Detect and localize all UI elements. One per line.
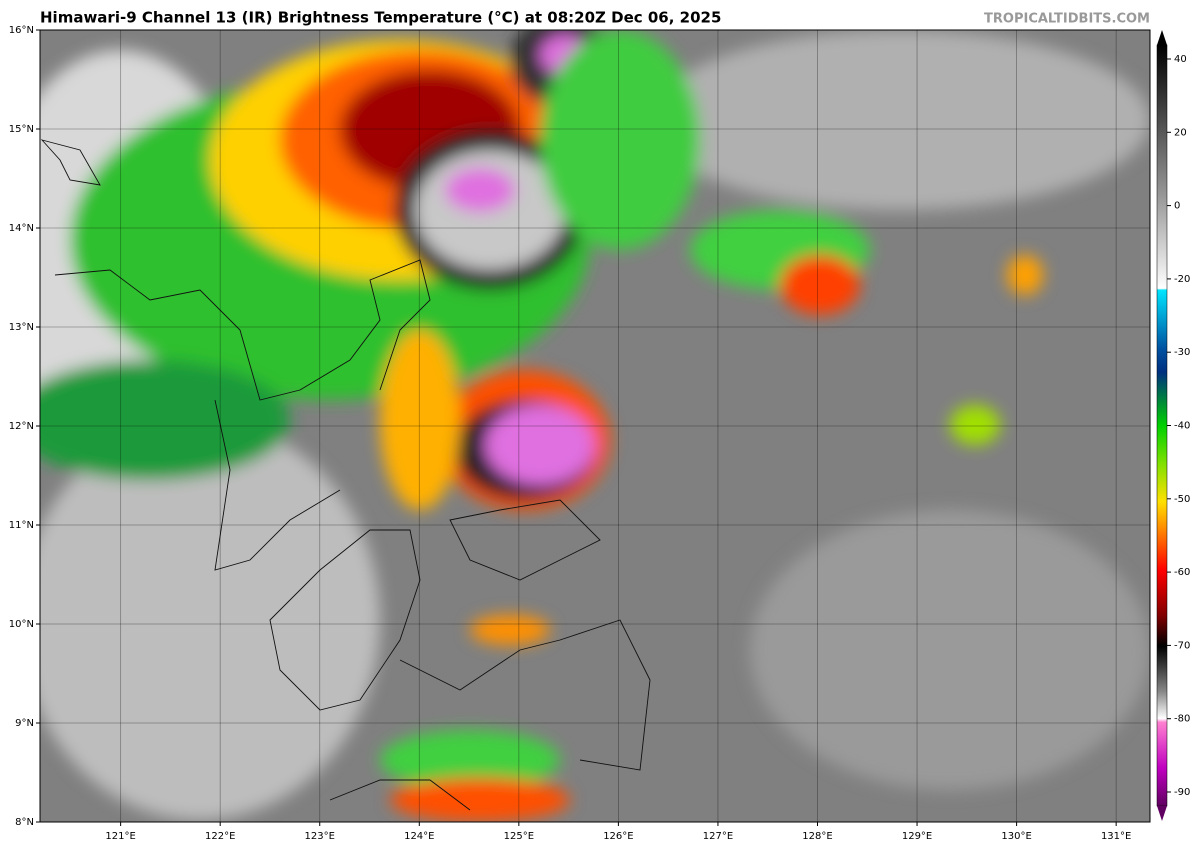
colorbar-label: 40 (1174, 54, 1187, 65)
lon-label: 123°E (305, 831, 335, 842)
colorbar (1156, 44, 1168, 807)
lon-label: 121°E (105, 831, 135, 842)
title: Himawari-9 Channel 13 (IR) Brightness Te… (40, 9, 721, 27)
lon-label: 131°E (1101, 831, 1131, 842)
colorbar-arrow-top (1157, 30, 1167, 45)
credit: TROPICALTIDBITS.COM (984, 12, 1150, 27)
lat-label: 11°N (9, 520, 34, 531)
colorbar-label: -50 (1174, 494, 1190, 505)
colorbar-label: 0 (1174, 201, 1180, 212)
colorbar-label: -80 (1174, 714, 1190, 725)
colorbar-label: -20 (1174, 274, 1190, 285)
colorbar-label: -70 (1174, 640, 1190, 651)
lon-label: 125°E (504, 831, 534, 842)
colorbar-label: -90 (1174, 787, 1190, 798)
colorbar-label: -30 (1174, 347, 1190, 358)
lat-label: 12°N (9, 421, 34, 432)
lat-label: 16°N (9, 25, 34, 36)
lat-label: 15°N (9, 124, 34, 135)
lat-label: 10°N (9, 619, 34, 630)
lon-label: 127°E (703, 831, 733, 842)
colorbar-arrow-bottom (1157, 806, 1167, 821)
lon-label: 126°E (603, 831, 633, 842)
lon-label: 124°E (404, 831, 434, 842)
lat-label: 13°N (9, 322, 34, 333)
lon-label: 128°E (802, 831, 832, 842)
lat-label: 9°N (15, 718, 34, 729)
lat-label: 8°N (15, 817, 34, 828)
colorbar-label: -60 (1174, 567, 1190, 578)
lon-label: 122°E (205, 831, 235, 842)
lat-label: 14°N (9, 223, 34, 234)
satellite-image (40, 30, 1150, 822)
coastlines (40, 139, 651, 811)
lon-label: 130°E (1001, 831, 1031, 842)
colorbar-label: -40 (1174, 421, 1190, 432)
lon-label: 129°E (902, 831, 932, 842)
colorbar-label: 20 (1174, 127, 1187, 138)
